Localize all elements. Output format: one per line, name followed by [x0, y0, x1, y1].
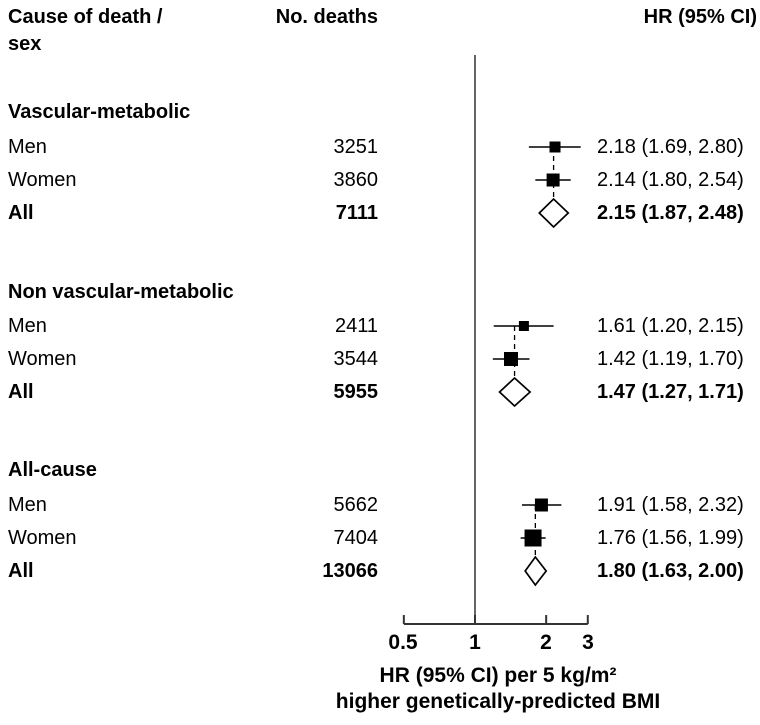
- pooled-estimate-diamond: [524, 555, 548, 587]
- section-header-all-cause: All-cause: [0, 453, 760, 487]
- section-header-non-vascular-metabolic: Non vascular-metabolic: [0, 275, 760, 309]
- row-label: All: [8, 381, 34, 403]
- row-label: Men: [8, 494, 47, 516]
- row-deaths: 2411: [334, 315, 378, 337]
- row-hr-ci: 1.47 (1.27, 1.71): [597, 381, 744, 403]
- row-deaths: 7404: [333, 527, 379, 549]
- row-deaths: 5955: [333, 381, 379, 403]
- point-estimate-square: [504, 352, 519, 366]
- table-row: Women 3860 2.14 (1.80, 2.54): [0, 163, 760, 197]
- row-hr-ci: 1.80 (1.63, 2.00): [597, 560, 744, 582]
- column-header-deaths: No. deaths: [275, 6, 378, 28]
- row-deaths: 13066: [322, 560, 378, 582]
- column-header-cause-line2: sex: [8, 33, 42, 55]
- section-header-vascular-metabolic: Vascular-metabolic: [0, 95, 760, 129]
- section-label: Vascular-metabolic: [8, 101, 191, 123]
- column-header-hr: HR (95% CI): [643, 6, 757, 28]
- point-estimate-square: [549, 141, 561, 153]
- row-deaths: 7111: [335, 202, 378, 224]
- row-label: Men: [8, 136, 47, 158]
- table-row-pooled: All 5955 1.47 (1.27, 1.71): [0, 375, 760, 409]
- x-axis-title-line1: HR (95% CI) per 5 kg/m²: [379, 664, 617, 687]
- point-estimate-square: [524, 529, 542, 547]
- row-label: Women: [8, 527, 77, 549]
- x-axis-tick-label: 0.5: [388, 631, 418, 654]
- x-axis-tick-label: 2: [540, 631, 552, 654]
- pooled-estimate-diamond: [498, 376, 532, 408]
- x-axis-tick-label: 1: [469, 631, 481, 654]
- x-axis-tick-label: 3: [582, 631, 594, 654]
- row-hr-ci: 2.15 (1.87, 2.48): [597, 202, 744, 224]
- point-estimate-square: [546, 173, 560, 187]
- column-header-cause-sex: Cause of death / sex: [8, 4, 162, 58]
- table-row: Men 3251 2.18 (1.69, 2.80): [0, 130, 760, 164]
- pooled-estimate-diamond: [538, 197, 570, 229]
- row-label: All: [8, 202, 34, 224]
- table-row: Men 5662 1.91 (1.58, 2.32): [0, 488, 760, 522]
- row-label: Women: [8, 348, 77, 370]
- row-label: Women: [8, 169, 77, 191]
- row-label: Men: [8, 315, 47, 337]
- row-deaths: 3251: [333, 136, 379, 158]
- table-row: Women 3544 1.42 (1.19, 1.70): [0, 342, 760, 376]
- section-label: Non vascular-metabolic: [8, 281, 234, 303]
- row-hr-ci: 2.18 (1.69, 2.80): [597, 136, 744, 158]
- row-hr-ci: 1.91 (1.58, 2.32): [597, 494, 744, 516]
- table-row-pooled: All 13066 1.80 (1.63, 2.00): [0, 554, 760, 588]
- column-header-cause-line1: Cause of death /: [8, 6, 163, 28]
- row-deaths: 3544: [333, 348, 379, 370]
- row-hr-ci: 1.61 (1.20, 2.15): [597, 315, 744, 337]
- point-estimate-square: [534, 498, 548, 512]
- row-hr-ci: 1.76 (1.56, 1.99): [597, 527, 744, 549]
- row-deaths: 3860: [333, 169, 379, 191]
- row-deaths: 5662: [333, 494, 379, 516]
- table-row: Men 2411 1.61 (1.20, 2.15): [0, 309, 760, 343]
- point-estimate-square: [518, 321, 529, 331]
- section-label: All-cause: [8, 459, 97, 481]
- row-hr-ci: 1.42 (1.19, 1.70): [597, 348, 744, 370]
- row-label: All: [8, 560, 34, 582]
- table-row: Women 7404 1.76 (1.56, 1.99): [0, 521, 760, 555]
- x-axis-title-line2: higher genetically-predicted BMI: [335, 690, 661, 713]
- table-row-pooled: All 7111 2.15 (1.87, 2.48): [0, 196, 760, 230]
- row-hr-ci: 2.14 (1.80, 2.54): [597, 169, 744, 191]
